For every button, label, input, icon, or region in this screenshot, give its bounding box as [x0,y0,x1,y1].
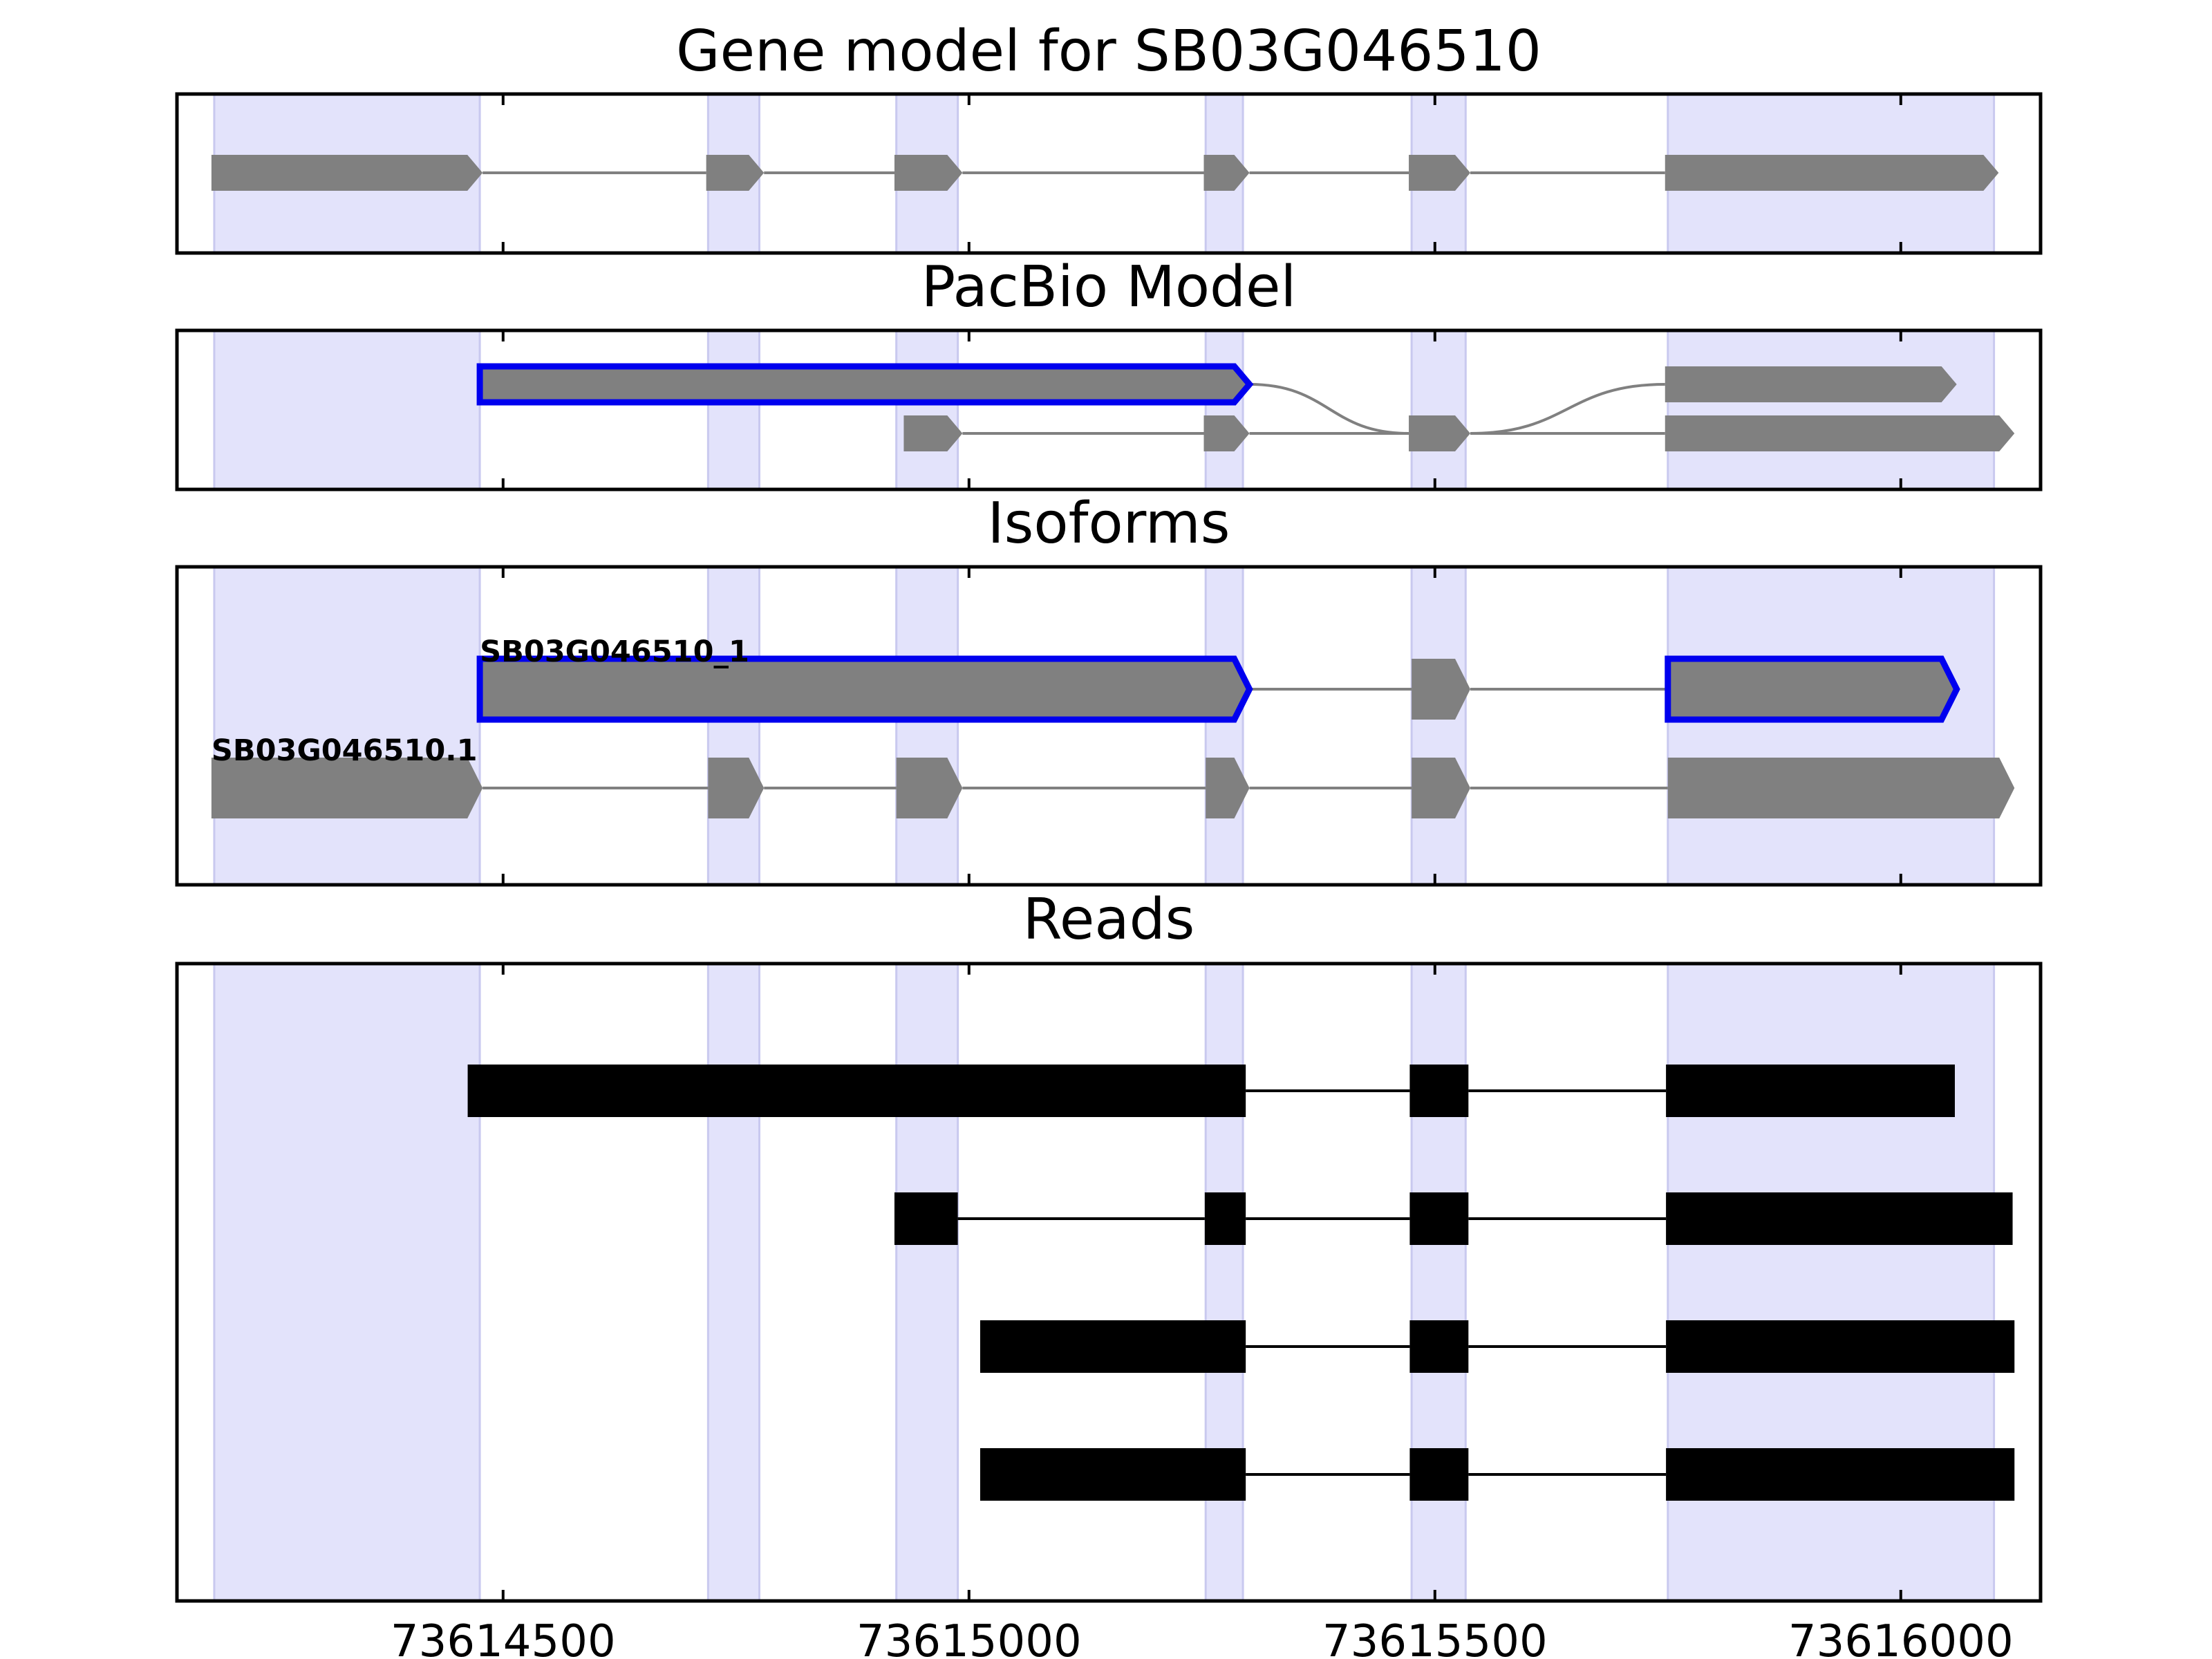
track: SB03G046510.1 [211,733,2015,818]
track [903,415,2015,451]
read-exon-block [467,1065,1246,1117]
exon-arrow [1206,758,1250,818]
x-axis: 73614500 73615000 73615500 73616000 [391,1616,2014,1659]
read-exon-block [1666,1320,2015,1373]
read-track [467,1065,1955,1117]
highlighted-exon-arrow [476,363,1254,406]
shaded-exon-region [1204,329,1244,491]
x-tick-label: 73615000 [856,1616,1082,1659]
panel-frame [175,565,2043,887]
panel-title: Reads [1023,887,1195,953]
exon-arrow [896,758,963,818]
exon-arrow [706,155,765,191]
exon-arrow [1203,415,1250,451]
shaded-exon-region [895,565,959,886]
shaded-exon-region [1410,962,1467,1602]
splice-curve [1249,383,1409,435]
shaded-exon-region [213,565,481,886]
read-exon-block [894,1192,958,1245]
exon-arrow [708,758,765,818]
exon-arrow [1203,155,1250,191]
panel-3: Reads [175,887,2043,1603]
panel-0: Gene model for SB03G046510 [175,19,2043,255]
exon-arrow [1667,758,2015,818]
highlighted-exon-arrow [476,655,1253,723]
highlighted-exon-arrow [1665,655,1960,723]
exon-arrow [1409,415,1471,451]
shaded-exon-region [213,329,481,491]
exon-arrow [1409,155,1471,191]
read-exon-block [980,1448,1246,1501]
panel-frame [175,92,2043,255]
exon-arrow [1665,155,1999,191]
x-tick-label: 73615500 [1322,1616,1548,1659]
exon-arrow [903,415,963,451]
shaded-exon-region [706,565,760,886]
exon-arrow [1665,366,1957,402]
shaded-exon-region [1410,565,1467,886]
panel-frame [175,962,2043,1603]
exon-arrow [1412,659,1471,720]
read-track [980,1448,2015,1501]
shaded-exon-region [1204,565,1244,886]
panel-frame [175,328,2043,491]
panel-title: Isoforms [988,491,1230,556]
highlighted-track [476,363,1957,435]
shaded-exon-region [706,329,760,491]
panel-1: PacBio Model [175,254,2043,491]
shaded-exon-region [1667,565,1996,886]
read-exon-block [1409,1192,1469,1245]
shaded-exon-region [1667,962,1996,1602]
exon-arrow [894,155,963,191]
read-exon-block [1666,1192,2013,1245]
read-exon-block [1204,1192,1246,1245]
isoform-label: SB03G046510.1 [212,733,478,768]
shaded-exon-region [895,329,959,491]
x-tick-label: 73614500 [391,1616,616,1659]
shaded-exon-region [1204,962,1244,1602]
read-track [894,1192,2013,1245]
exon-arrow [211,758,483,818]
highlighted-track: SB03G046510_1 [476,635,1960,723]
read-exon-block [1409,1065,1469,1117]
read-track [980,1320,2015,1373]
exon-arrow [1665,415,2015,451]
read-exon-block [1409,1320,1469,1373]
panel-title: Gene model for SB03G046510 [676,19,1541,84]
read-exon-block [980,1320,1246,1373]
shaded-exon-region [1667,329,1996,491]
splice-curve [1470,383,1665,435]
track [211,155,1999,191]
shaded-exon-region [1410,329,1467,491]
shaded-exon-region [706,962,760,1602]
panel-title: PacBio Model [921,254,1297,320]
read-exon-block [1666,1065,1955,1117]
isoform-label: SB03G046510_1 [480,635,749,669]
read-exon-block [1666,1448,2015,1501]
read-exon-block [1409,1448,1469,1501]
x-tick-label: 73616000 [1788,1616,2014,1659]
panels-layer: Gene model for SB03G046510 PacBio Model Is… [175,19,2043,1603]
exon-arrow [211,155,483,191]
shaded-exon-region [895,962,959,1602]
exon-arrow [1412,758,1471,818]
shaded-exon-region [213,962,481,1602]
panel-2: Isoforms SB03G046510_1 SB03G046510.1 [175,491,2043,887]
